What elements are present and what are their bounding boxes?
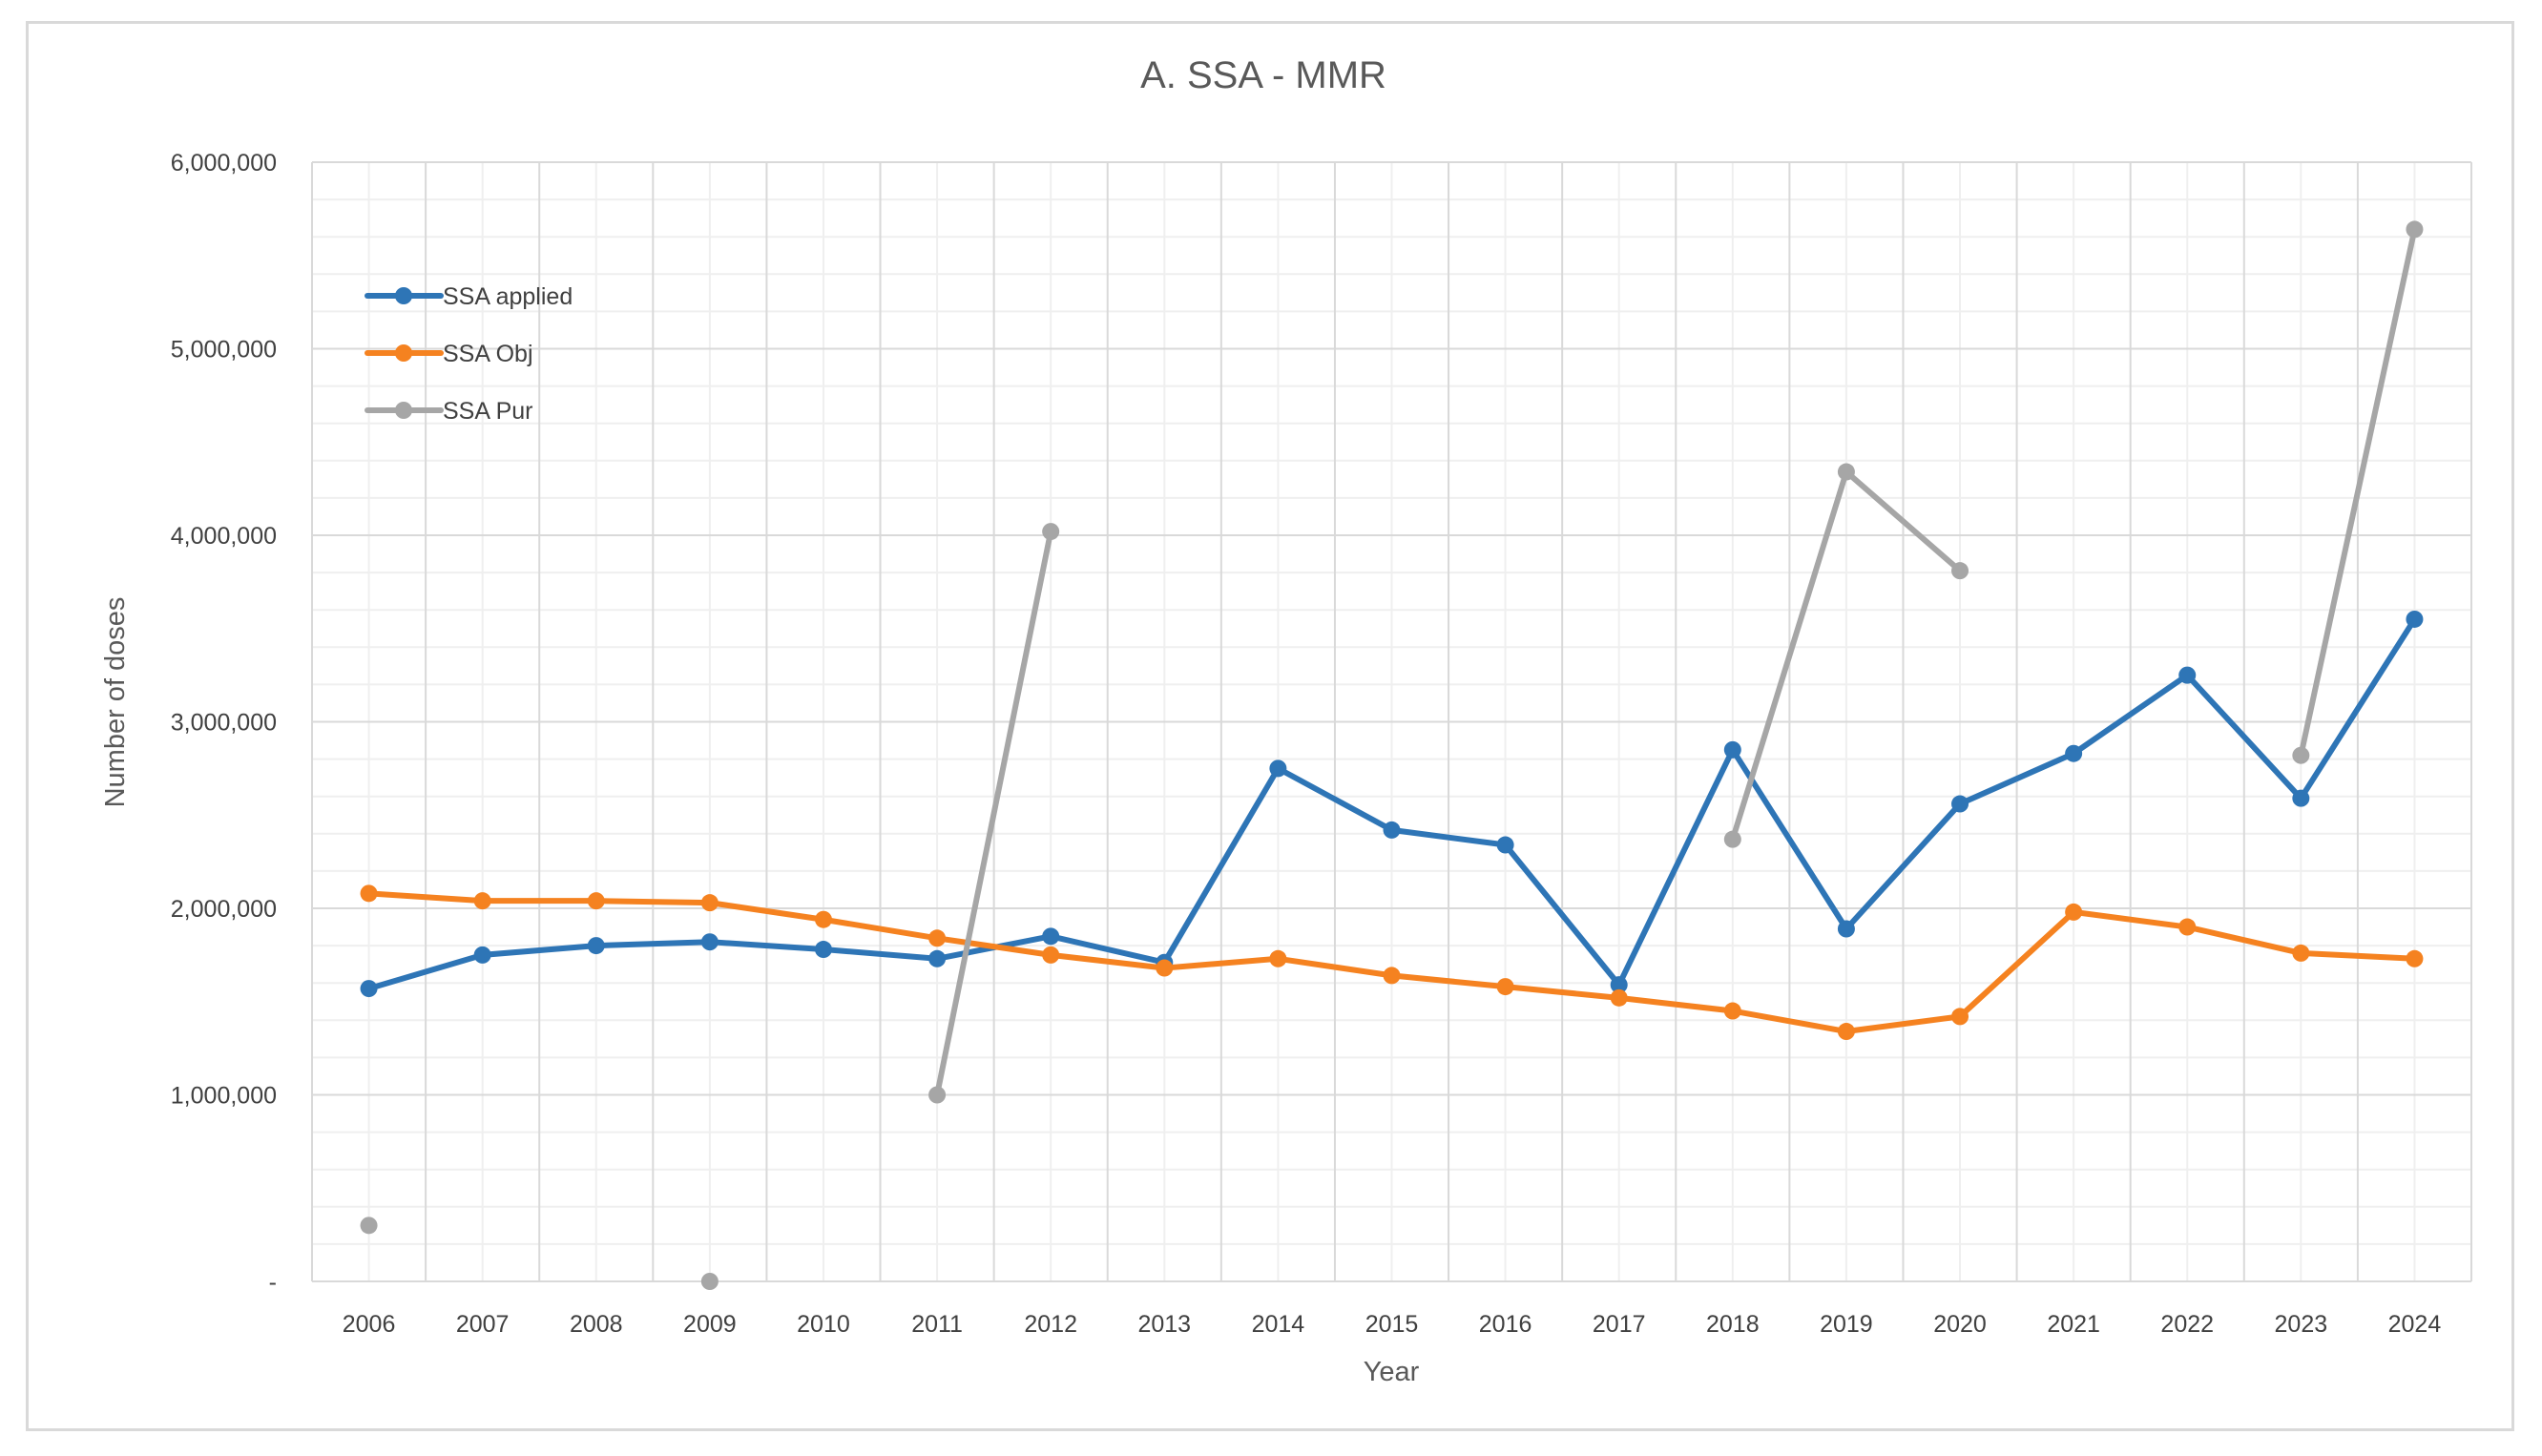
x-tick-label: 2020 <box>1933 1311 1987 1338</box>
x-tick-label: 2023 <box>2275 1311 2328 1338</box>
chart-frame <box>26 21 2514 1431</box>
y-tick-label: 4,000,000 <box>171 523 277 550</box>
legend-marker <box>395 287 412 304</box>
legend-marker <box>395 344 412 362</box>
series-line-segment <box>934 529 1054 1098</box>
data-point <box>1156 959 1174 977</box>
data-point <box>700 1273 719 1290</box>
x-tick-label: 2015 <box>1365 1311 1419 1338</box>
data-point <box>700 894 719 912</box>
y-tick-label: 1,000,000 <box>171 1083 277 1110</box>
x-tick-label: 2013 <box>1137 1311 1191 1338</box>
data-point <box>2178 918 2197 936</box>
data-point <box>928 949 947 967</box>
x-tick-label: 2008 <box>570 1311 623 1338</box>
data-point <box>1837 1023 1855 1041</box>
x-tick-label: 2016 <box>1479 1311 1532 1338</box>
data-point <box>1837 463 1855 481</box>
data-point <box>2406 610 2424 628</box>
data-point <box>1042 927 1060 946</box>
x-tick-label: 2022 <box>2160 1311 2214 1338</box>
x-tick-label: 2010 <box>797 1311 850 1338</box>
y-tick-label: 3,000,000 <box>171 710 277 737</box>
legend-label: SSA Obj <box>443 341 533 367</box>
data-point <box>1951 1008 1969 1026</box>
data-point <box>1951 795 1969 813</box>
data-point <box>2292 944 2310 962</box>
data-point <box>1610 988 1628 1007</box>
data-point <box>360 1217 378 1235</box>
data-point <box>1042 523 1060 541</box>
data-point <box>2292 789 2310 807</box>
data-point <box>1496 978 1514 996</box>
data-point <box>1837 920 1855 938</box>
series-ssa-obj <box>360 884 2424 1041</box>
data-point <box>1269 949 1287 967</box>
data-point <box>1383 821 1401 839</box>
y-tick-label: 2,000,000 <box>171 896 277 923</box>
x-tick-label: 2017 <box>1593 1311 1646 1338</box>
data-point <box>473 946 491 964</box>
series-ssa-applied <box>360 610 2424 998</box>
data-point <box>814 941 832 959</box>
data-point <box>1496 836 1514 854</box>
data-point <box>814 910 832 928</box>
y-tick-label: 6,000,000 <box>171 150 277 177</box>
data-point <box>1951 562 1969 580</box>
data-point <box>587 892 605 910</box>
data-point <box>2406 949 2424 967</box>
data-point <box>360 884 378 903</box>
series-layer <box>360 220 2424 1290</box>
x-axis-title: Year <box>1364 1357 1420 1387</box>
data-point <box>2065 744 2083 762</box>
chart-title: A. SSA - MMR <box>1140 54 1386 96</box>
x-tick-label: 2009 <box>683 1311 737 1338</box>
series-line-segment <box>2298 226 2418 759</box>
x-tick-label: 2014 <box>1252 1311 1305 1338</box>
x-tick-label: 2024 <box>2388 1311 2442 1338</box>
y-axis-ticks: - 1,000,000 2,000,000 3,000,000 4,000,000 5,0… <box>171 150 277 1296</box>
y-axis-title: Number of doses <box>100 597 131 808</box>
y-tick-label: - <box>269 1269 277 1296</box>
data-point <box>2406 220 2424 239</box>
legend-label: SSA applied <box>443 283 573 310</box>
x-tick-label: 2021 <box>2047 1311 2100 1338</box>
legend-label: SSA Pur <box>443 398 533 425</box>
data-point <box>1383 967 1401 985</box>
data-point <box>360 980 378 998</box>
x-tick-label: 2019 <box>1820 1311 1873 1338</box>
legend-item: SSA Pur <box>365 398 533 425</box>
legend: SSA applied SSA Obj SSA Pur <box>365 283 573 425</box>
data-point <box>2292 746 2310 764</box>
x-tick-label: 2018 <box>1706 1311 1760 1338</box>
legend-item: SSA Obj <box>365 341 533 367</box>
legend-marker <box>395 402 412 419</box>
data-point <box>1723 830 1741 848</box>
x-axis-ticks: 2006 2007 2008 2009 2010 2011 2012 2013 2014 2015… <box>343 1311 2442 1338</box>
x-tick-label: 2011 <box>911 1311 963 1338</box>
data-point <box>1610 976 1628 994</box>
data-point <box>928 929 947 947</box>
data-point <box>1723 1002 1741 1020</box>
x-tick-label: 2006 <box>343 1311 396 1338</box>
x-tick-label: 2012 <box>1024 1311 1077 1338</box>
data-point <box>1269 759 1287 778</box>
data-point <box>473 892 491 910</box>
data-point <box>1723 740 1741 759</box>
legend-item: SSA applied <box>365 283 573 310</box>
data-point <box>2065 903 2083 921</box>
data-point <box>700 933 719 951</box>
data-point <box>2178 666 2197 684</box>
x-tick-label: 2007 <box>456 1311 510 1338</box>
y-tick-label: 5,000,000 <box>171 337 277 364</box>
data-point <box>1042 946 1060 964</box>
data-point <box>587 937 605 955</box>
grid <box>311 161 2472 1282</box>
data-point <box>928 1086 947 1104</box>
series-ssa-pur <box>360 220 2424 1290</box>
